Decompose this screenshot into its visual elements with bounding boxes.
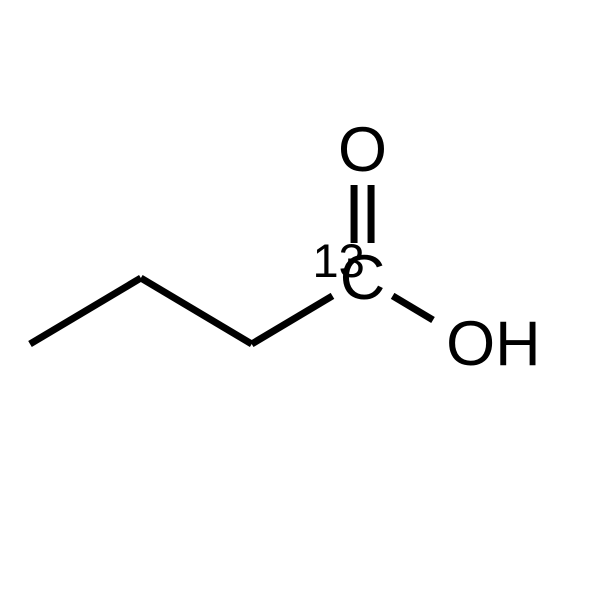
- molecule-structure: OC13OH: [0, 0, 600, 600]
- isotope-label: 13: [312, 234, 364, 287]
- atom-carbonyl-oxygen: O: [338, 115, 387, 185]
- canvas-background: [0, 0, 600, 600]
- atom-hydroxyl: OH: [446, 309, 541, 379]
